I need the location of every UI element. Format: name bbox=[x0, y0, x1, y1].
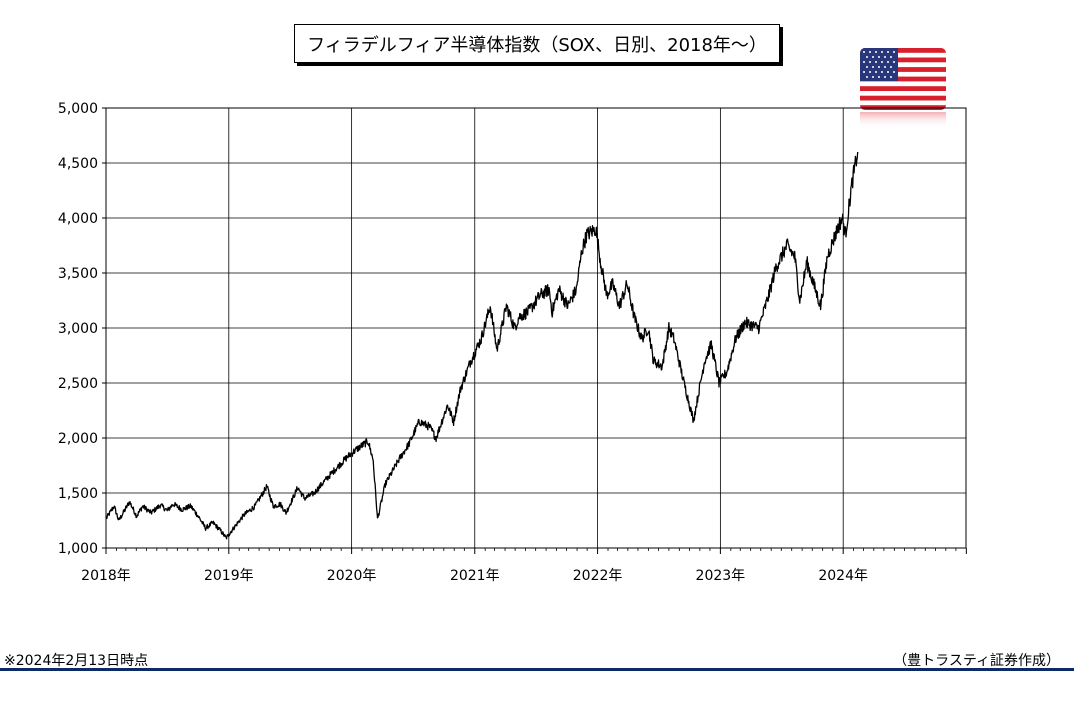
as-of-date-note: ※2024年2月13日時点 bbox=[4, 653, 149, 669]
bottom-rule bbox=[0, 668, 1074, 671]
x-tick-label: 2021年 bbox=[450, 568, 500, 584]
x-tick-label: 2018年 bbox=[81, 568, 131, 584]
y-tick-label: 4,000 bbox=[58, 211, 98, 227]
x-tick-label: 2024年 bbox=[818, 568, 868, 584]
x-tick-label: 2022年 bbox=[573, 568, 623, 584]
x-tick-label: 2023年 bbox=[696, 568, 746, 584]
chart-title: フィラデルフィア半導体指数（SOX、日別、2018年～） bbox=[294, 24, 780, 63]
source-note: （豊トラスティ証券作成） bbox=[893, 653, 1060, 669]
y-tick-label: 2,500 bbox=[58, 376, 98, 392]
x-tick-label: 2020年 bbox=[327, 568, 377, 584]
y-tick-label: 3,000 bbox=[58, 321, 98, 337]
y-tick-label: 4,500 bbox=[58, 156, 98, 172]
y-tick-label: 5,000 bbox=[58, 101, 98, 117]
x-tick-label: 2019年 bbox=[204, 568, 254, 584]
y-tick-label: 1,500 bbox=[58, 486, 98, 502]
line-chart: 1,000 1,500 2,000 2,500 3,000 3,500 4,000 4,500… bbox=[58, 101, 967, 584]
sox-series-line bbox=[105, 151, 859, 540]
y-tick-label: 2,000 bbox=[58, 431, 98, 447]
y-tick-label: 1,000 bbox=[58, 541, 98, 557]
y-tick-label: 3,500 bbox=[58, 266, 98, 282]
